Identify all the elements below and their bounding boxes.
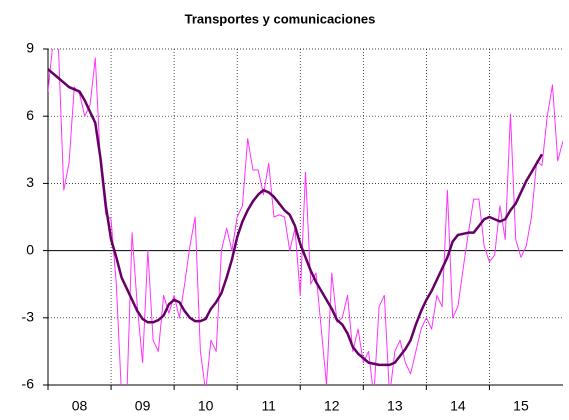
series-line (48, 49, 563, 385)
x-tick-label: 10 (198, 398, 214, 414)
y-tick-label: 6 (26, 107, 34, 123)
y-tick-label: -6 (22, 376, 35, 392)
chart-title: Transportes y comunicaciones (185, 11, 376, 26)
x-tick-label: 09 (135, 398, 151, 414)
x-tick-label: 11 (261, 398, 276, 414)
y-tick-label: -3 (22, 309, 35, 325)
series-line (48, 68, 544, 367)
x-tick-label: 14 (450, 398, 466, 414)
x-tick-label: 08 (72, 398, 88, 414)
y-tick-label: 9 (26, 40, 34, 56)
y-tick-label: 3 (26, 174, 34, 190)
y-tick-label: 0 (26, 241, 34, 257)
x-tick-label: 13 (387, 398, 403, 414)
x-tick-label: 12 (324, 398, 340, 414)
x-tick-label: 15 (513, 398, 529, 414)
